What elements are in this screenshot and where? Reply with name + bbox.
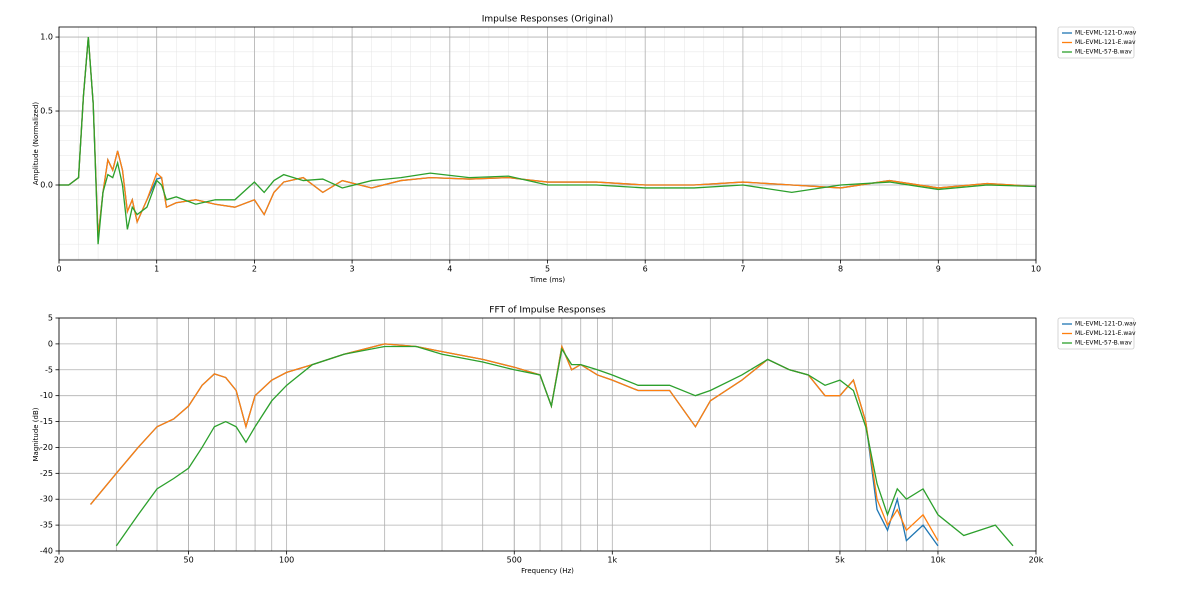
y-tick-label: -20 [40,443,53,452]
y-tick-label: -35 [40,521,53,530]
y-axis-label: Magnitude (dB) [32,407,40,461]
subplot: 20 50 100 500 1k 5k 10k 20k-40-35-30-25-20-15-1… [32,306,1137,576]
legend-box [1057,26,1135,59]
x-axis-label: Time (ms) [529,276,566,284]
y-tick-label: 0.0 [40,180,53,189]
x-tick-label: 6 [643,265,648,274]
y-tick-label: -15 [40,417,53,426]
y-tick-label: 0 [48,339,53,348]
x-tick-label: 1k [607,556,617,565]
x-tick-label: 20 [54,556,64,565]
legend-label: ML-EVML-57-B.wav [1075,340,1132,347]
legend-label: ML-EVML-121-D.wav [1075,30,1137,37]
y-tick-label: -25 [40,469,53,478]
series-line [115,345,1014,547]
legend-label: ML-EVML-121-D.wav [1075,321,1137,328]
axes-frame [58,317,1037,552]
x-tick-label: 500 [507,556,522,565]
x-tick-label: 5 [545,265,550,274]
x-tick-label: 100 [279,556,294,565]
x-tick-label: 10k [931,556,946,565]
y-tick-label: 5 [48,314,53,323]
y-tick-label: 0.5 [40,107,53,116]
x-axis-label: Frequency (Hz) [521,567,574,575]
x-tick-label: 0 [56,265,61,274]
series-line [59,37,1036,237]
x-tick-label: 9 [936,265,941,274]
chart-title: Impulse Responses (Original) [482,15,613,25]
legend-label: ML-EVML-121-E.wav [1075,330,1136,337]
y-tick-label: -10 [40,391,53,400]
axes-frame [58,26,1037,261]
x-tick-label: 2 [252,265,257,274]
plot-area [59,318,1036,551]
x-tick-label: 50 [184,556,194,565]
y-tick-label: -30 [40,495,53,504]
subplot: 0 1 2 3 4 5 6 7 8 9 10 0.0 0.5 1.0 Impulse Responses (… [32,15,1137,285]
y-tick-label: -5 [45,365,53,374]
x-tick-label: 5k [835,556,845,565]
x-tick-label: 10 [1031,265,1041,274]
legend-box [1057,317,1135,350]
y-tick-label: 1.0 [40,33,53,42]
x-tick-label: 7 [740,265,745,274]
y-tick-label: -40 [40,547,53,556]
legend-label: ML-EVML-121-E.wav [1075,39,1136,46]
x-tick-label: 8 [838,265,843,274]
x-tick-label: 1 [154,265,159,274]
x-tick-label: 20k [1029,556,1044,565]
series-line [59,37,1036,245]
x-tick-label: 3 [350,265,355,274]
y-axis-label: Amplitude (Normalized) [32,102,40,186]
legend-label: ML-EVML-57-B.wav [1075,49,1132,56]
chart-title: FFT of Impulse Responses [489,306,606,316]
x-tick-label: 4 [447,265,452,274]
